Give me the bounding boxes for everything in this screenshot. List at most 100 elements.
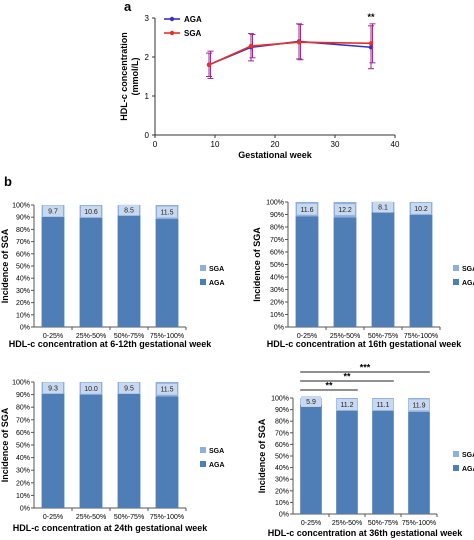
y-tick-label: 20% (16, 480, 30, 487)
bar-aga (117, 393, 141, 508)
y-tick-label: 40% (16, 276, 30, 283)
x-tick-label: 20 (271, 140, 280, 149)
data-label: 11.6 (300, 207, 313, 214)
legend-swatch-sga (200, 447, 206, 453)
bar-aga (117, 215, 141, 327)
y-tick-label: 50% (16, 443, 30, 450)
legend-swatch-aga (453, 279, 459, 285)
legend-label-aga: AGA (184, 15, 202, 24)
y-tick-label: 100% (266, 200, 284, 207)
bar-aga (408, 411, 430, 514)
x-axis-title: HDL-c concentration at 36th gestational … (268, 528, 464, 538)
x-tick-label: 0-25% (301, 520, 321, 527)
y-tick-label: 0% (20, 506, 30, 513)
data-label: 8.1 (378, 205, 388, 212)
bar-aga (372, 410, 394, 514)
y-tick-label: 20% (16, 300, 30, 307)
data-label-box (81, 382, 101, 394)
data-label: 9.5 (124, 385, 134, 392)
data-label-box (301, 395, 321, 407)
data-point-sga (248, 43, 254, 49)
y-tick-label: 10% (16, 493, 30, 500)
legend-marker-sga (169, 30, 175, 36)
y-tick-label: 90% (275, 407, 289, 414)
panel-label-a: a (124, 0, 132, 14)
x-tick-label: 25%-50% (76, 514, 106, 521)
x-tick-label: 25%-50% (330, 333, 360, 340)
data-label-box (119, 382, 139, 394)
data-label: 9.7 (48, 208, 58, 215)
y-tick-label: 50% (16, 264, 30, 271)
data-label-box (43, 205, 63, 217)
bar-aga (155, 396, 179, 508)
data-point-sga (368, 41, 374, 46)
x-axis-title: HDL-c concentration at 24th gestational … (13, 523, 209, 533)
legend-label-sga: SGA (462, 266, 474, 273)
y-tick-label: 50% (275, 454, 289, 461)
y-tick-label: 60% (16, 251, 30, 258)
data-label-box (119, 204, 139, 216)
y-tick-label: 90% (270, 212, 284, 219)
y-tick-label: 40% (16, 455, 30, 462)
legend-swatch-sga (453, 451, 459, 457)
y-tick-label: 0% (279, 512, 289, 519)
x-tick-label: 0-25% (43, 514, 63, 521)
x-tick-label: 25%-50% (76, 333, 106, 340)
y-tick-label: 70% (16, 239, 30, 246)
y-axis-title: Incidence of SGA (257, 418, 267, 493)
y-tick-label: 100% (12, 203, 30, 210)
y-axis-title-line: (mmol/L) (130, 58, 140, 96)
bar-aga (41, 216, 65, 327)
x-tick-label: 75%-100% (404, 333, 438, 340)
data-label: 5.9 (306, 399, 316, 406)
y-axis-title: Incidence of SGA (0, 228, 10, 303)
bar-aga (295, 216, 319, 327)
data-label: 9.3 (48, 385, 58, 392)
data-label-box (157, 206, 177, 218)
data-label: 8.5 (124, 208, 134, 215)
y-tick-label: 90% (16, 392, 30, 399)
y-tick-label: 10% (270, 312, 284, 319)
x-tick-label: 0-25% (297, 333, 317, 340)
legend-label-sga: SGA (462, 452, 474, 459)
bar-aga (371, 212, 395, 327)
y-tick-label: 20% (270, 300, 284, 307)
bar-chart-24th-week: 0% 10% 20% 30% 40% 50% 60% 70% 80% 90% 100% 9.3 0-25… (0, 380, 225, 534)
bar-aga (79, 217, 103, 327)
bar-aga (79, 394, 103, 508)
bar-chart-6-12th-week: 0% 10% 20% 30% 40% 50% 60% 70% 80% 90% 100% 9.7 0-25… (0, 203, 225, 350)
bar-aga (300, 404, 322, 514)
data-point-sga (206, 62, 212, 67)
y-tick-label: 0% (274, 325, 284, 332)
significance-label: ** (367, 12, 375, 22)
y-tick-label: 30% (275, 477, 289, 484)
y-tick-label: 90% (16, 215, 30, 222)
data-point-sga (296, 39, 302, 45)
legend-swatch-sga (200, 265, 206, 271)
legend-label-aga: AGA (462, 280, 474, 287)
legend-label-sga: SGA (209, 448, 224, 455)
data-label-box (337, 398, 357, 410)
y-tick-label: 1 (145, 92, 150, 101)
x-tick-label: 75%-100% (150, 333, 184, 340)
data-label: 11.1 (376, 402, 389, 409)
x-axis-title: HDL-c concentration at 16th gestational … (267, 339, 463, 349)
bar-aga (336, 410, 358, 514)
data-label-box (43, 382, 63, 394)
legend-label-sga: SGA (184, 29, 202, 38)
x-tick-label: 50%-75% (114, 333, 144, 340)
x-tick-label: 50%-75% (114, 514, 144, 521)
y-tick-label: 0% (20, 325, 30, 332)
legend-label-aga: AGA (209, 280, 225, 287)
significance-label: *** (360, 363, 371, 373)
data-label: 11.2 (340, 402, 353, 409)
y-tick-label: 60% (275, 442, 289, 449)
bar-chart-36th-week: 0% 10% 20% 30% 40% 50% 60% 70% 80% 90% 100% 5.9 0-25… (257, 363, 474, 539)
y-tick-label: 70% (16, 417, 30, 424)
x-tick-label: 0 (153, 140, 158, 149)
y-tick-label: 80% (16, 405, 30, 412)
y-tick-label: 10% (16, 312, 30, 319)
data-label: 11.9 (412, 402, 425, 409)
y-axis-title: Incidence of SGA (0, 407, 10, 482)
